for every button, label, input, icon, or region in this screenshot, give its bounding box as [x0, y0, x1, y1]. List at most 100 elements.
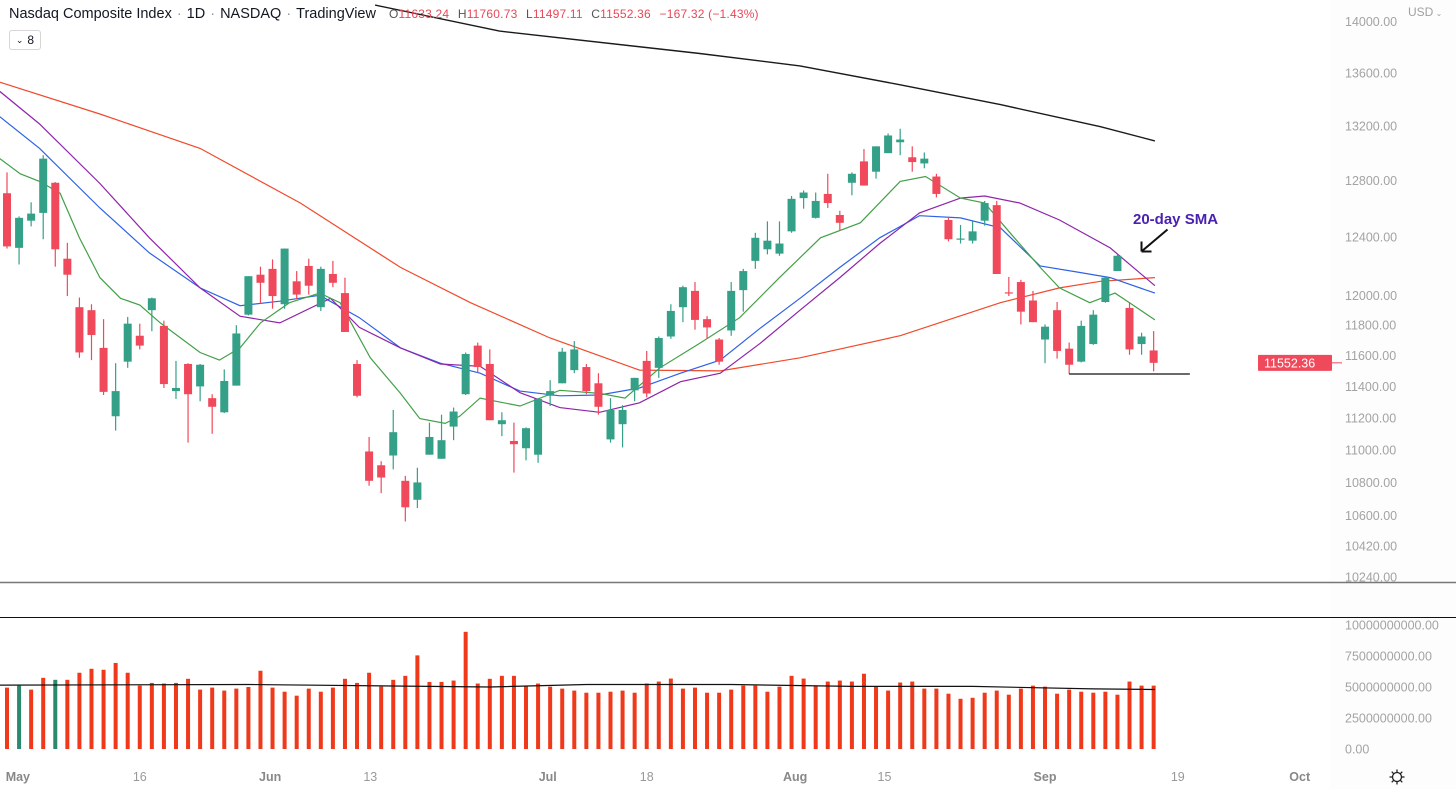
candle: [666, 304, 675, 339]
volume-bar: [874, 686, 879, 749]
symbol-title[interactable]: Nasdaq Composite Index: [9, 6, 172, 22]
volume-bar: [282, 691, 287, 749]
candle: [135, 323, 144, 350]
candle: [944, 217, 953, 242]
volume-axis-label: 10000000000.00: [1345, 619, 1439, 633]
price-axis-label: 11800.00: [1345, 319, 1396, 333]
volume-bar: [234, 688, 239, 749]
candle-body: [968, 231, 977, 241]
candle-body: [1101, 277, 1110, 302]
time-axis-label: Sep: [1034, 770, 1057, 784]
settings-gear-icon[interactable]: [1388, 768, 1406, 786]
time-axis-label: 15: [878, 770, 892, 784]
candle: [1053, 301, 1062, 359]
candle-body: [401, 480, 410, 508]
volume-bar: [355, 682, 360, 749]
candle: [727, 282, 736, 336]
ohlc-legend: O11633.24 H11760.73 L11497.11 C11552.36 …: [384, 7, 759, 21]
volume-bar: [101, 669, 106, 749]
indicators-toggle-button[interactable]: ⌄ 8: [9, 30, 41, 50]
candle-body: [630, 377, 639, 391]
volume-bar: [1091, 692, 1096, 749]
candle-body: [944, 219, 953, 240]
volume-bar: [765, 691, 770, 749]
candle-body: [389, 432, 398, 456]
volume-bar: [849, 681, 854, 749]
candle-body: [666, 310, 675, 337]
candle-body: [111, 391, 120, 417]
candle-body: [485, 363, 494, 421]
price-axis-label: 11200.00: [1345, 411, 1396, 425]
volume-bar: [137, 685, 142, 749]
high-label: H: [457, 7, 467, 21]
price-axis-label: 10240.00: [1345, 571, 1397, 585]
price-axis-label: 13200.00: [1345, 120, 1397, 134]
currency-selector[interactable]: USD ⌄: [1408, 5, 1442, 19]
chevron-down-icon: ⌄: [15, 34, 24, 45]
candle-body: [642, 360, 651, 394]
candle: [256, 266, 265, 304]
volume-bar: [41, 677, 46, 749]
candle: [389, 409, 398, 470]
candle-body: [220, 380, 229, 413]
volume-bar: [222, 690, 227, 749]
candle-body: [606, 409, 615, 440]
candle: [932, 173, 941, 198]
volume-bar: [729, 689, 734, 749]
candle-body: [1137, 336, 1146, 345]
interval-label[interactable]: 1D: [186, 6, 206, 22]
candle: [558, 347, 567, 384]
candle: [1149, 331, 1158, 372]
volume-bar: [499, 675, 504, 749]
volume-bar: [161, 683, 166, 749]
volume-moving-average-line: [0, 683, 1155, 691]
volume-bar: [463, 631, 468, 749]
open-label: O: [388, 7, 399, 21]
candle-body: [509, 440, 518, 445]
volume-bar: [210, 687, 215, 749]
candle: [268, 259, 277, 309]
candle-body: [328, 273, 337, 283]
time-axis-label: 19: [1171, 770, 1185, 784]
volume-bar: [717, 692, 722, 749]
candle-body: [739, 271, 748, 291]
time-axis-label: Oct: [1289, 770, 1311, 784]
candle-body: [99, 347, 108, 392]
volume-bar: [65, 679, 70, 749]
exchange-label: NASDAQ: [220, 6, 282, 22]
candle-body: [992, 205, 1001, 274]
volume-bar: [367, 672, 372, 749]
candle-body: [570, 349, 579, 371]
candle: [3, 172, 11, 249]
candle-body: [268, 268, 277, 297]
candle: [27, 202, 36, 227]
volume-bar: [1043, 686, 1048, 749]
candle: [51, 182, 60, 267]
candle: [775, 221, 784, 256]
candle-body: [1077, 325, 1086, 362]
candle-body: [859, 161, 868, 186]
price-axis-label: 11600.00: [1345, 349, 1396, 363]
candle: [1125, 301, 1134, 355]
candle: [449, 407, 458, 441]
volume-bar: [511, 675, 516, 749]
price-axis-label: 11000.00: [1345, 443, 1396, 457]
volume-bar: [403, 675, 408, 749]
candle-body: [87, 310, 96, 335]
candle-body: [1113, 255, 1122, 272]
candle-body: [727, 290, 736, 331]
moving-average-line: [0, 158, 1156, 425]
volume-bar: [258, 670, 263, 749]
candle: [159, 320, 168, 388]
candle: [1016, 279, 1025, 325]
candle-body: [594, 383, 603, 407]
volume-bar: [451, 680, 456, 749]
change-value: −167.32 (−1.43%): [659, 7, 759, 21]
candle-body: [75, 307, 84, 353]
candle: [15, 216, 24, 265]
candle-body: [799, 192, 808, 199]
candle: [606, 398, 615, 443]
time-axis-label: Jul: [539, 770, 557, 784]
candle: [678, 285, 687, 323]
